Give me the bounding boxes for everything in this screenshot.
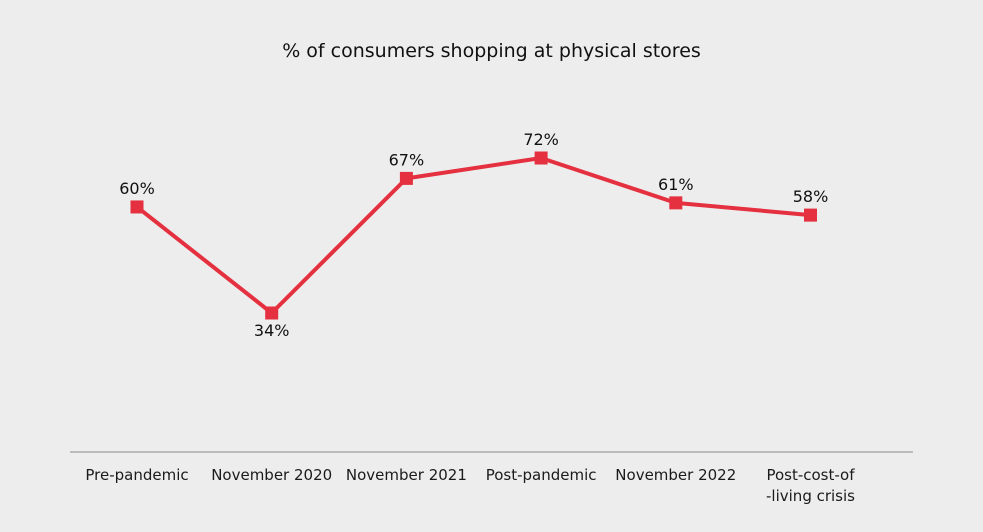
series-line xyxy=(135,156,811,315)
x-tick-label: Pre-pandemic xyxy=(85,466,189,484)
data-label: 58% xyxy=(793,187,829,206)
x-tick-label: November 2020 xyxy=(211,466,333,484)
data-point-marker xyxy=(804,208,817,222)
x-tick-label: November 2021 xyxy=(345,466,467,484)
data-label: 34% xyxy=(254,321,290,340)
chart-title: % of consumers shopping at physical stor… xyxy=(282,40,701,62)
data-point-marker xyxy=(265,306,279,320)
x-tick-label: November 2022 xyxy=(615,466,737,484)
x-tick-label: Post-pandemic xyxy=(485,466,597,484)
data-point-marker xyxy=(669,196,683,210)
data-label: 67% xyxy=(389,150,425,169)
data-point-marker xyxy=(130,200,144,214)
data-point-marker xyxy=(399,171,413,185)
data-label: 60% xyxy=(119,179,155,198)
series-layer: 60% 34% 67% 72% 61% 58% xyxy=(119,130,828,340)
data-label: 72% xyxy=(523,130,559,149)
data-label: 61% xyxy=(658,175,694,194)
x-tick-label: Post-cost-of -living crisis xyxy=(766,466,855,505)
data-point-marker xyxy=(534,151,548,165)
